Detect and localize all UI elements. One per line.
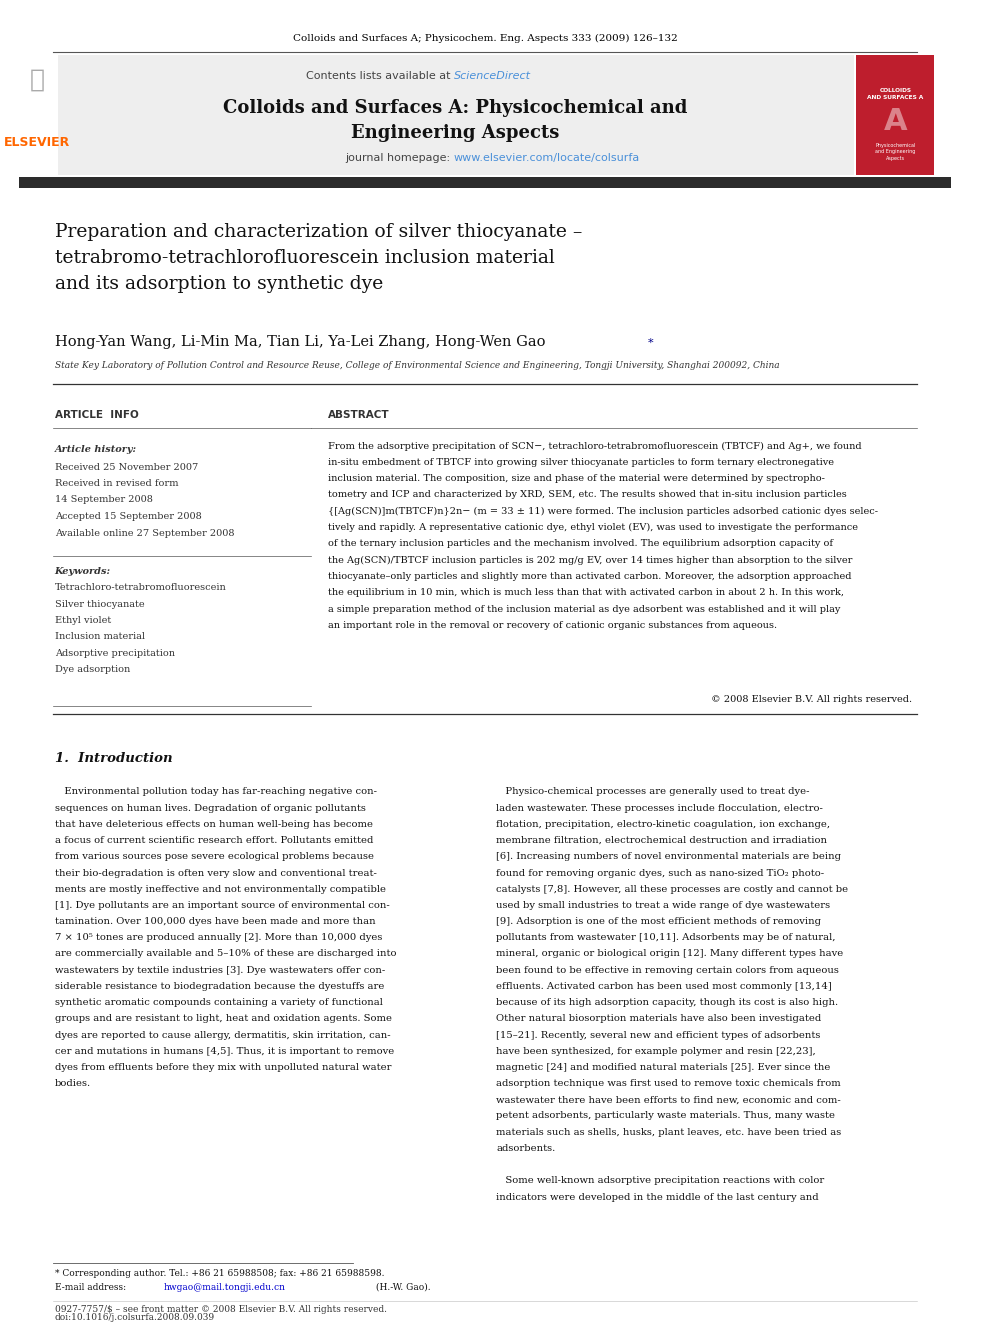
- Text: the equilibrium in 10 min, which is much less than that with activated carbon in: the equilibrium in 10 min, which is much…: [327, 589, 843, 597]
- Text: Available online 27 September 2008: Available online 27 September 2008: [55, 528, 234, 537]
- Text: of the ternary inclusion particles and the mechanism involved. The equilibrium a: of the ternary inclusion particles and t…: [327, 540, 832, 548]
- Text: doi:10.1016/j.colsurfa.2008.09.039: doi:10.1016/j.colsurfa.2008.09.039: [55, 1312, 215, 1322]
- Text: synthetic aromatic compounds containing a variety of functional: synthetic aromatic compounds containing …: [55, 998, 383, 1007]
- Text: pollutants from wastewater [10,11]. Adsorbents may be of natural,: pollutants from wastewater [10,11]. Adso…: [496, 933, 836, 942]
- Text: Dye adsorption: Dye adsorption: [55, 665, 130, 673]
- Text: ScienceDirect: ScienceDirect: [453, 71, 531, 81]
- Text: 14 September 2008: 14 September 2008: [55, 496, 153, 504]
- Text: 7 × 10⁵ tones are produced annually [2]. More than 10,000 dyes: 7 × 10⁵ tones are produced annually [2].…: [55, 933, 382, 942]
- Text: tively and rapidly. A representative cationic dye, ethyl violet (EV), was used t: tively and rapidly. A representative cat…: [327, 523, 858, 532]
- Text: 🌳: 🌳: [30, 67, 45, 93]
- Text: Tetrachloro-tetrabromofluorescein: Tetrachloro-tetrabromofluorescein: [55, 583, 226, 593]
- Text: tometry and ICP and characterized by XRD, SEM, etc. The results showed that in-s: tometry and ICP and characterized by XRD…: [327, 491, 846, 499]
- Text: journal homepage:: journal homepage:: [345, 153, 453, 163]
- Text: a simple preparation method of the inclusion material as dye adsorbent was estab: a simple preparation method of the inclu…: [327, 605, 840, 614]
- FancyBboxPatch shape: [19, 177, 951, 188]
- Text: ELSEVIER: ELSEVIER: [4, 135, 70, 148]
- Text: Some well-known adsorptive precipitation reactions with color: Some well-known adsorptive precipitation…: [496, 1176, 824, 1185]
- Text: inclusion material. The composition, size and phase of the material were determi: inclusion material. The composition, siz…: [327, 474, 824, 483]
- Text: cer and mutations in humans [4,5]. Thus, it is important to remove: cer and mutations in humans [4,5]. Thus,…: [55, 1046, 394, 1056]
- Text: ments are mostly ineffective and not environmentally compatible: ments are mostly ineffective and not env…: [55, 885, 386, 894]
- Text: COLLOIDS
AND SURFACES A: COLLOIDS AND SURFACES A: [867, 89, 924, 99]
- Text: Received in revised form: Received in revised form: [55, 479, 179, 488]
- Text: sequences on human lives. Degradation of organic pollutants: sequences on human lives. Degradation of…: [55, 803, 366, 812]
- FancyBboxPatch shape: [58, 56, 854, 175]
- Text: Engineering Aspects: Engineering Aspects: [351, 124, 559, 142]
- Text: found for removing organic dyes, such as nano-sized TiO₂ photo-: found for removing organic dyes, such as…: [496, 868, 824, 877]
- Text: Accepted 15 September 2008: Accepted 15 September 2008: [55, 512, 201, 521]
- Text: {[Ag(SCN)]m(TBTCF)n}2n− (m = 33 ± 11) were formed. The inclusion particles adsor: {[Ag(SCN)]m(TBTCF)n}2n− (m = 33 ± 11) we…: [327, 507, 878, 516]
- Text: that have deleterious effects on human well-being has become: that have deleterious effects on human w…: [55, 820, 373, 830]
- Text: www.elsevier.com/locate/colsurfa: www.elsevier.com/locate/colsurfa: [453, 153, 640, 163]
- Text: [9]. Adsorption is one of the most efficient methods of removing: [9]. Adsorption is one of the most effic…: [496, 917, 821, 926]
- Text: groups and are resistant to light, heat and oxidation agents. Some: groups and are resistant to light, heat …: [55, 1015, 392, 1023]
- Text: have been synthesized, for example polymer and resin [22,23],: have been synthesized, for example polym…: [496, 1046, 816, 1056]
- Text: E-mail address:: E-mail address:: [55, 1282, 129, 1291]
- Text: Other natural biosorption materials have also been investigated: Other natural biosorption materials have…: [496, 1015, 821, 1023]
- Text: A: A: [884, 107, 907, 136]
- Text: siderable resistance to biodegradation because the dyestuffs are: siderable resistance to biodegradation b…: [55, 982, 384, 991]
- Text: magnetic [24] and modified natural materials [25]. Ever since the: magnetic [24] and modified natural mater…: [496, 1062, 830, 1072]
- Text: Silver thiocyanate: Silver thiocyanate: [55, 599, 145, 609]
- Text: flotation, precipitation, electro-kinetic coagulation, ion exchange,: flotation, precipitation, electro-kineti…: [496, 820, 830, 830]
- Text: Hong-Yan Wang, Li-Min Ma, Tian Li, Ya-Lei Zhang, Hong-Wen Gao: Hong-Yan Wang, Li-Min Ma, Tian Li, Ya-Le…: [55, 335, 546, 349]
- Text: Colloids and Surfaces A; Physicochem. Eng. Aspects 333 (2009) 126–132: Colloids and Surfaces A; Physicochem. En…: [293, 33, 678, 42]
- Text: their bio-degradation is often very slow and conventional treat-: their bio-degradation is often very slow…: [55, 868, 377, 877]
- Text: State Key Laboratory of Pollution Control and Resource Reuse, College of Environ: State Key Laboratory of Pollution Contro…: [55, 360, 780, 369]
- Text: [1]. Dye pollutants are an important source of environmental con-: [1]. Dye pollutants are an important sou…: [55, 901, 390, 910]
- Text: dyes from effluents before they mix with unpolluted natural water: dyes from effluents before they mix with…: [55, 1062, 391, 1072]
- Text: indicators were developed in the middle of the last century and: indicators were developed in the middle …: [496, 1192, 819, 1201]
- Text: Environmental pollution today has far-reaching negative con-: Environmental pollution today has far-re…: [55, 787, 377, 796]
- Text: thiocyanate–only particles and slightly more than activated carbon. Moreover, th: thiocyanate–only particles and slightly …: [327, 572, 851, 581]
- Text: [15–21]. Recently, several new and efficient types of adsorbents: [15–21]. Recently, several new and effic…: [496, 1031, 820, 1040]
- Text: because of its high adsorption capacity, though its cost is also high.: because of its high adsorption capacity,…: [496, 998, 838, 1007]
- Text: tamination. Over 100,000 dyes have been made and more than: tamination. Over 100,000 dyes have been …: [55, 917, 375, 926]
- Text: effluents. Activated carbon has been used most commonly [13,14]: effluents. Activated carbon has been use…: [496, 982, 832, 991]
- Text: Inclusion material: Inclusion material: [55, 632, 145, 642]
- Text: 0927-7757/$ – see front matter © 2008 Elsevier B.V. All rights reserved.: 0927-7757/$ – see front matter © 2008 El…: [55, 1304, 387, 1314]
- Text: Keywords:: Keywords:: [55, 568, 111, 577]
- Text: * Corresponding author. Tel.: +86 21 65988508; fax: +86 21 65988598.: * Corresponding author. Tel.: +86 21 659…: [55, 1269, 384, 1278]
- Text: Physico-chemical processes are generally used to treat dye-: Physico-chemical processes are generally…: [496, 787, 809, 796]
- Text: Physicochemical
and Engineering
Aspects: Physicochemical and Engineering Aspects: [875, 143, 916, 160]
- Text: ABSTRACT: ABSTRACT: [327, 410, 389, 419]
- Text: Ethyl violet: Ethyl violet: [55, 617, 111, 624]
- Text: petent adsorbents, particularly waste materials. Thus, many waste: petent adsorbents, particularly waste ma…: [496, 1111, 835, 1121]
- Text: bodies.: bodies.: [55, 1080, 91, 1088]
- Text: Preparation and characterization of silver thiocyanate –
tetrabromo-tetrachlorof: Preparation and characterization of silv…: [55, 224, 582, 292]
- Text: membrane filtration, electrochemical destruction and irradiation: membrane filtration, electrochemical des…: [496, 836, 827, 845]
- Text: [6]. Increasing numbers of novel environmental materials are being: [6]. Increasing numbers of novel environ…: [496, 852, 841, 861]
- Text: Contents lists available at: Contents lists available at: [306, 71, 453, 81]
- Text: Received 25 November 2007: Received 25 November 2007: [55, 463, 198, 471]
- Text: 1.  Introduction: 1. Introduction: [55, 751, 173, 765]
- Text: the Ag(SCN)/TBTCF inclusion particles is 202 mg/g EV, over 14 times higher than : the Ag(SCN)/TBTCF inclusion particles is…: [327, 556, 852, 565]
- Text: wastewaters by textile industries [3]. Dye wastewaters offer con-: wastewaters by textile industries [3]. D…: [55, 966, 385, 975]
- FancyBboxPatch shape: [856, 56, 934, 175]
- Text: dyes are reported to cause allergy, dermatitis, skin irritation, can-: dyes are reported to cause allergy, derm…: [55, 1031, 390, 1040]
- Text: adsorption technique was first used to remove toxic chemicals from: adsorption technique was first used to r…: [496, 1080, 841, 1088]
- Text: hwgao@mail.tongji.edu.cn: hwgao@mail.tongji.edu.cn: [164, 1282, 286, 1291]
- Text: From the adsorptive precipitation of SCN−, tetrachloro-tetrabromofluorescein (TB: From the adsorptive precipitation of SCN…: [327, 442, 861, 451]
- Text: used by small industries to treat a wide range of dye wastewaters: used by small industries to treat a wide…: [496, 901, 830, 910]
- Text: catalysts [7,8]. However, all these processes are costly and cannot be: catalysts [7,8]. However, all these proc…: [496, 885, 848, 894]
- Text: adsorbents.: adsorbents.: [496, 1144, 556, 1152]
- Text: wastewater there have been efforts to find new, economic and com-: wastewater there have been efforts to fi…: [496, 1095, 841, 1105]
- Text: Article history:: Article history:: [55, 446, 137, 455]
- Text: been found to be effective in removing certain colors from aqueous: been found to be effective in removing c…: [496, 966, 839, 975]
- Text: © 2008 Elsevier B.V. All rights reserved.: © 2008 Elsevier B.V. All rights reserved…: [711, 696, 913, 705]
- Text: a focus of current scientific research effort. Pollutants emitted: a focus of current scientific research e…: [55, 836, 373, 845]
- Text: an important role in the removal or recovery of cationic organic substances from: an important role in the removal or reco…: [327, 620, 777, 630]
- Text: Colloids and Surfaces A: Physicochemical and: Colloids and Surfaces A: Physicochemical…: [223, 99, 687, 116]
- Text: from various sources pose severe ecological problems because: from various sources pose severe ecologi…: [55, 852, 374, 861]
- Text: are commercially available and 5–10% of these are discharged into: are commercially available and 5–10% of …: [55, 950, 396, 958]
- Text: ARTICLE  INFO: ARTICLE INFO: [55, 410, 139, 419]
- Text: materials such as shells, husks, plant leaves, etc. have been tried as: materials such as shells, husks, plant l…: [496, 1127, 841, 1136]
- Text: *: *: [648, 337, 654, 348]
- Text: Adsorptive precipitation: Adsorptive precipitation: [55, 648, 175, 658]
- Text: (H.-W. Gao).: (H.-W. Gao).: [373, 1282, 431, 1291]
- Text: in-situ embedment of TBTCF into growing silver thiocyanate particles to form ter: in-situ embedment of TBTCF into growing …: [327, 458, 833, 467]
- Text: laden wastewater. These processes include flocculation, electro-: laden wastewater. These processes includ…: [496, 803, 823, 812]
- Text: mineral, organic or biological origin [12]. Many different types have: mineral, organic or biological origin [1…: [496, 950, 843, 958]
